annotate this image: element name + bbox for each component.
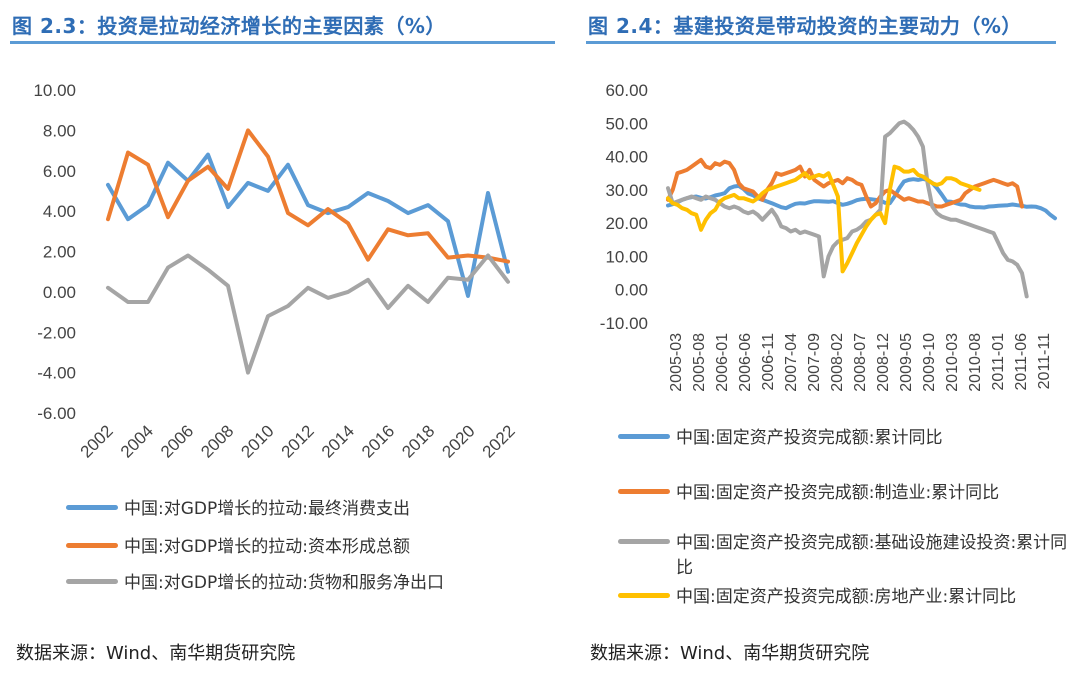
x-tick-label: 2009-05: [898, 333, 915, 392]
x-tick-label: 2011-11: [1036, 333, 1053, 389]
x-tick-label: 2011-01: [990, 333, 1007, 391]
x-tick-label: 2009-10: [921, 333, 938, 392]
legend-item: 中国:固定资产投资完成额:累计同比: [618, 423, 1068, 448]
figure-title: 图 2.3：投资是拉动经济增长的主要因素（%）: [12, 14, 446, 38]
y-tick-label: 0.00: [615, 281, 648, 300]
x-tick-label: 2006-11: [760, 333, 777, 391]
y-tick-label: 30.00: [605, 181, 648, 200]
figure-2-4-panel: 图 2.4：基建投资是带动投资的主要动力（%） 60.00 50.00 40.00 3…: [580, 0, 1080, 677]
legend-swatch: [618, 593, 670, 598]
y-tick-label: 60.00: [605, 81, 648, 100]
x-tick-label: 2011-06: [1013, 333, 1030, 391]
y-tick-label: 2.00: [43, 243, 76, 262]
legend-item: 中国:对GDP增长的拉动:最终消费支出: [66, 494, 410, 519]
y-tick-label: 0.00: [43, 283, 76, 302]
legend-swatch: [618, 434, 670, 439]
y-tick-label: -6.00: [37, 404, 76, 423]
x-tick-label: 2006-01: [714, 333, 731, 392]
legend-label: 中国:对GDP增长的拉动:资本形成总额: [124, 537, 410, 557]
legend-item: 中国:对GDP增长的拉动:货物和服务净出口: [66, 568, 444, 593]
series-line: [666, 176, 1057, 221]
legend-label: 中国:固定资产投资完成额:累计同比: [676, 428, 943, 448]
x-tick-label: 2008-07: [852, 333, 869, 392]
legend-label: 中国:对GDP增长的拉动:货物和服务净出口: [124, 573, 444, 593]
legend-label: 中国:固定资产投资完成额:制造业:累计同比: [676, 483, 1000, 503]
x-tick-label: 2008-12: [875, 333, 892, 392]
series-line: [666, 119, 1029, 299]
legend-label: 中国:固定资产投资完成额:房地产业:累计同比: [676, 587, 1017, 607]
legend-item: 中国:对GDP增长的拉动:资本形成总额: [66, 532, 410, 557]
y-tick-label: 50.00: [605, 114, 648, 133]
series-line: [106, 152, 510, 298]
y-tick-label: 4.00: [43, 202, 76, 221]
legend-swatch: [66, 579, 118, 584]
title-underline: [586, 41, 1056, 44]
legend-label: 中国:固定资产投资完成额:基础设施建设投资:累计同比: [676, 533, 1068, 578]
x-tick-label: 2020: [438, 421, 478, 461]
y-tick-label: 6.00: [43, 162, 76, 181]
y-tick-label: 20.00: [605, 214, 648, 233]
legend-item: 中国:固定资产投资完成额:基础设施建设投资:累计同比: [618, 528, 1068, 578]
figure-title: 图 2.4：基建投资是带动投资的主要动力（%）: [588, 14, 1022, 38]
x-tick-label: 2010-08: [967, 333, 984, 392]
figure-2-3-panel: 图 2.3：投资是拉动经济增长的主要因素（%） 10.00 8.00 6.00 4.0…: [10, 14, 555, 664]
series-line: [106, 128, 510, 264]
x-tick-label: 2006-06: [737, 333, 754, 392]
legend-swatch: [66, 543, 118, 548]
title-underline: [10, 41, 555, 44]
data-source-note: 数据来源：Wind、南华期货研究院: [590, 643, 870, 664]
x-tick-label: 2014: [318, 421, 358, 461]
legend-swatch: [66, 505, 118, 510]
y-tick-label: 10.00: [605, 247, 648, 266]
x-tick-label: 2005-08: [691, 333, 708, 392]
series-line: [666, 157, 1024, 209]
y-tick-label: -4.00: [37, 364, 76, 383]
y-tick-label: 40.00: [605, 148, 648, 167]
y-tick-label: -2.00: [37, 323, 76, 342]
y-tick-label: -10.00: [600, 314, 648, 333]
x-tick-label: 2005-03: [668, 333, 685, 392]
x-tick-label: 2002: [77, 421, 117, 461]
x-tick-label: 2006: [157, 421, 197, 461]
x-tick-label: 2008-02: [829, 333, 846, 392]
x-tick-label: 2016: [358, 421, 398, 461]
series-line: [666, 164, 982, 274]
legend-item: 中国:固定资产投资完成额:房地产业:累计同比: [618, 582, 1068, 607]
data-source-note: 数据来源：Wind、南华期货研究院: [16, 643, 296, 664]
x-tick-label: 2018: [398, 421, 438, 461]
fixed-asset-investment-line-chart: 60.00 50.00 40.00 30.00 20.00 10.00 0.00 -10.00…: [600, 81, 1057, 392]
x-tick-label: 2010-03: [944, 333, 961, 392]
x-tick-label: 2010: [237, 421, 277, 461]
x-tick-label: 2012: [278, 421, 318, 461]
legend-swatch: [618, 539, 670, 544]
x-tick-label: 2022: [479, 421, 519, 461]
x-tick-label: 2008: [197, 421, 237, 461]
legend-label: 中国:对GDP增长的拉动:最终消费支出: [124, 499, 410, 519]
x-tick-label: 2004: [117, 421, 157, 461]
gdp-contribution-line-chart: 10.00 8.00 6.00 4.00 2.00 0.00 -2.00 -4.00 -6.00…: [33, 81, 519, 462]
legend-swatch: [618, 489, 670, 494]
x-tick-label: 2007-04: [783, 333, 800, 392]
y-tick-label: 8.00: [43, 121, 76, 140]
series-line: [106, 253, 510, 375]
y-tick-label: 10.00: [33, 81, 76, 100]
legend-item: 中国:固定资产投资完成额:制造业:累计同比: [618, 478, 1068, 503]
x-tick-label: 2007-09: [806, 333, 823, 392]
